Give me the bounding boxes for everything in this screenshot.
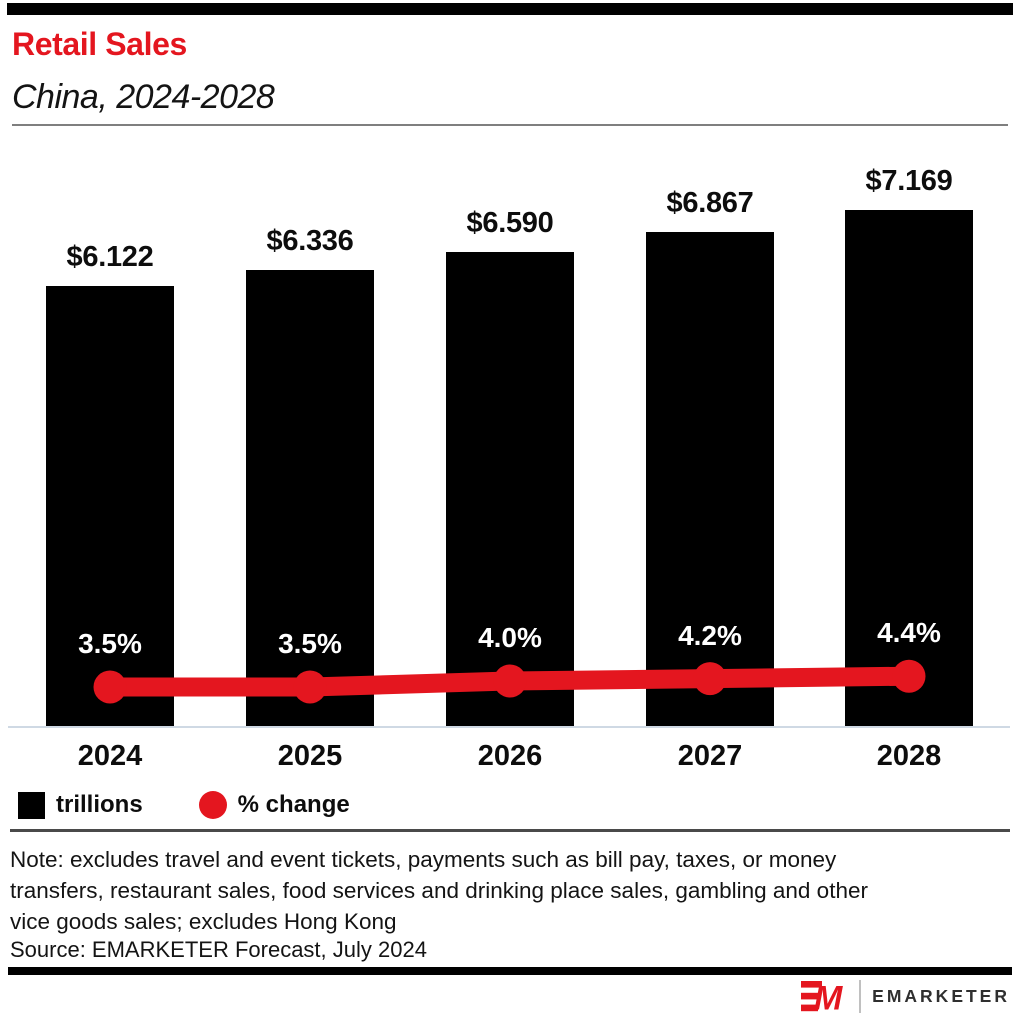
note-line: transfers, restaurant sales, food servic… [10,878,868,903]
pct-label-2026: 4.0% [478,622,542,653]
pct-label-2027: 4.2% [678,619,742,651]
bar-2024 [46,285,174,726]
bar-value-label-2026: $6.590 [466,206,554,239]
legend-line-swatch [198,791,227,819]
logo-divider [859,979,862,1013]
pct-label-2025: 3.5% [278,628,342,659]
bar-2025 [246,270,374,726]
x-axis-label-2025: 2025 [277,740,343,772]
bar-value-label-2028: $7.169 [865,165,953,198]
header-divider [12,124,1008,126]
bar-2027 [646,231,774,726]
footer-divider [10,829,1010,832]
legend-line-label: % change [237,791,350,818]
bar-value-label-2024: $6.122 [66,240,154,273]
chart-note: Note: excludes travel and event tickets,… [10,844,1010,937]
bar-2028 [845,210,973,726]
x-axis-label-2024: 2024 [77,740,143,772]
chart-area: $6.122 3.5% 2024 $6.336 3.5% 2025 $6.590 4.0% 20… [0,140,1020,780]
bottom-rule [8,967,1012,975]
x-axis-line [8,726,1010,728]
chart-legend: trillions % change [18,790,350,820]
bar-2026 [446,251,574,726]
x-axis-label-2027: 2027 [677,740,743,772]
page-subtitle: China, 2024-2028 [12,78,275,116]
legend-bar-swatch [18,791,45,819]
pct-label-2028: 4.4% [877,617,941,649]
bar-value-label-2027: $6.867 [666,186,754,219]
brand-name: EMARKETER [872,985,1010,1006]
note-line: vice goods sales; excludes Hong Kong [10,909,397,934]
emarketer-logo-icon: M [801,980,843,1012]
bar-value-label-2025: $6.336 [266,225,354,258]
x-axis-label-2026: 2026 [477,740,543,772]
legend-bar-label: trillions [56,791,143,818]
x-axis-label-2028: 2028 [876,740,942,772]
source-line: Source: EMARKETER Forecast, July 2024 [10,937,427,962]
pct-label-2024: 3.5% [78,628,142,659]
svg-text:M: M [814,981,843,1012]
page-title: Retail Sales [12,26,187,62]
top-rule [7,3,1013,15]
note-line: Note: excludes travel and event tickets,… [10,847,837,872]
brand-lockup: M EMARKETER [801,979,1010,1013]
